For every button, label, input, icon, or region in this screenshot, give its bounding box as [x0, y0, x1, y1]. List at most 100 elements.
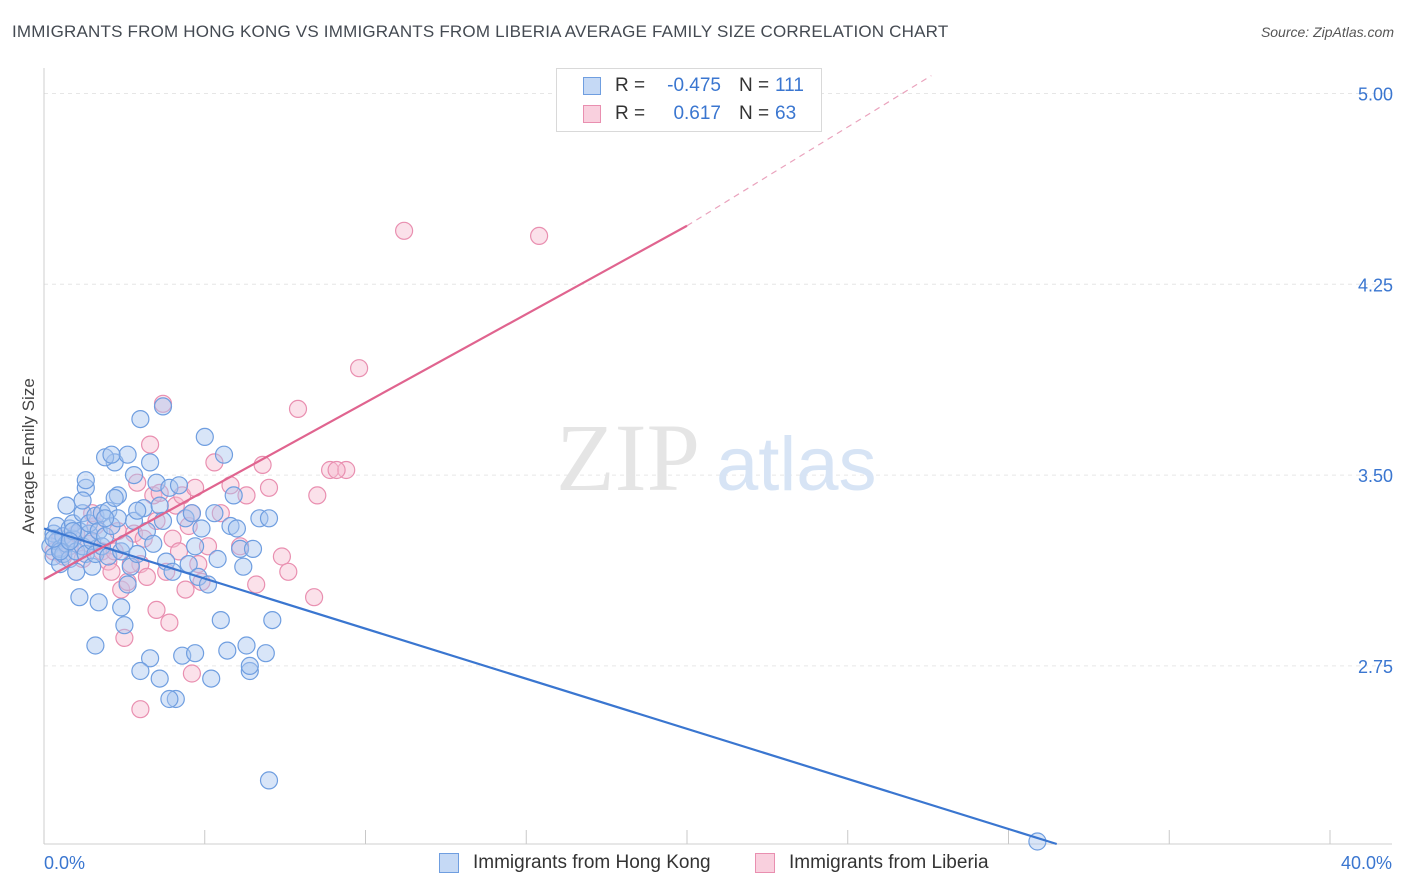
point-liberia: [337, 460, 356, 480]
point-liberia: [529, 226, 549, 245]
point-hong-kong: [141, 649, 160, 668]
point-hong-kong: [118, 575, 137, 594]
point-hong-kong: [118, 445, 137, 464]
point-hong-kong: [166, 689, 185, 709]
point-liberia: [279, 562, 298, 581]
point-liberia: [272, 547, 291, 566]
point-hong-kong: [259, 771, 279, 790]
point-liberia: [189, 554, 208, 574]
point-hong-kong: [73, 491, 92, 510]
point-hong-kong: [115, 616, 134, 635]
axes-layer: [43, 68, 1392, 845]
point-hong-kong: [263, 610, 282, 630]
point-hong-kong: [144, 534, 163, 553]
point-hong-kong: [256, 644, 275, 663]
point-hong-kong: [186, 537, 205, 556]
watermark: ZIP atlas: [556, 404, 877, 511]
series-hong-kong-points: [41, 397, 1047, 851]
point-liberia: [131, 700, 150, 719]
point-hong-kong: [124, 466, 144, 485]
point-hong-kong: [86, 636, 105, 655]
point-liberia: [327, 460, 346, 480]
legend-item-hong-kong[interactable]: Immigrants from Hong Kong: [439, 852, 711, 874]
legend-swatch-pink: [755, 853, 775, 873]
point-hong-kong: [240, 661, 259, 681]
point-liberia: [198, 537, 218, 556]
point-hong-kong: [79, 514, 99, 533]
point-liberia: [247, 575, 266, 594]
x-tick-label-max: 40.0%: [1340, 853, 1392, 873]
watermark-atlas: atlas: [716, 422, 877, 507]
point-hong-kong: [169, 476, 189, 495]
point-liberia: [259, 478, 279, 497]
legend-n-value: 63: [775, 103, 797, 124]
legend-n-label: N =: [739, 103, 770, 124]
point-liberia: [211, 504, 230, 523]
point-hong-kong: [192, 519, 211, 538]
legend-row-hong-kong: R = -0.475 N = 111: [583, 73, 804, 99]
point-liberia: [237, 486, 256, 505]
point-liberia: [115, 628, 134, 648]
point-liberia: [305, 588, 324, 607]
trendline-liberia-extension: [686, 75, 932, 227]
chart-title: IMMIGRANTS FROM HONG KONG VS IMMIGRANTS …: [12, 22, 949, 41]
point-hong-kong: [224, 486, 243, 505]
point-hong-kong: [250, 509, 269, 528]
source-label[interactable]: Source: ZipAtlas.com: [1260, 24, 1394, 40]
grid-layer: [44, 92, 1392, 667]
series-legend: Immigrants from Hong Kong Immigrants fro…: [0, 852, 1406, 876]
point-liberia: [102, 562, 121, 581]
point-hong-kong: [202, 669, 221, 688]
legend-n-label: N =: [739, 75, 770, 96]
point-hong-kong: [240, 656, 259, 676]
point-liberia: [141, 435, 160, 454]
point-hong-kong: [112, 598, 131, 617]
legend-swatch-blue: [439, 853, 459, 873]
point-hong-kong: [150, 496, 169, 515]
point-hong-kong: [95, 509, 115, 528]
y-tick-label: 3.50: [1358, 466, 1393, 486]
watermark-zip: ZIP: [556, 404, 700, 511]
point-hong-kong: [89, 593, 108, 612]
point-hong-kong: [211, 610, 230, 630]
point-hong-kong: [208, 549, 227, 569]
x-tick-label-min: 0.0%: [44, 853, 86, 873]
point-hong-kong: [102, 445, 121, 464]
legend-label-liberia: Immigrants from Liberia: [789, 852, 989, 873]
point-hong-kong: [70, 588, 89, 607]
point-hong-kong: [218, 641, 237, 660]
point-hong-kong: [131, 410, 150, 429]
point-hong-kong: [243, 539, 263, 559]
point-liberia: [150, 483, 169, 502]
point-liberia: [395, 221, 414, 240]
legend-n-value: 111: [775, 75, 804, 96]
y-axis-label: Average Family Size: [19, 378, 38, 534]
point-liberia: [288, 399, 308, 418]
point-hong-kong: [108, 486, 128, 505]
trendline-liberia: [43, 224, 688, 581]
legend-swatch-blue: [583, 77, 601, 95]
point-liberia: [205, 453, 224, 472]
trendline-hong-kong: [43, 527, 1058, 846]
legend-swatch-pink: [583, 105, 601, 123]
point-hong-kong: [259, 509, 279, 528]
legend-r-value: -0.475: [667, 75, 721, 96]
legend-row-liberia: R = 0.617 N = 63: [583, 101, 796, 127]
point-liberia: [176, 580, 195, 599]
legend-item-liberia[interactable]: Immigrants from Liberia: [755, 852, 989, 874]
legend-r-label: R =: [615, 75, 646, 96]
point-hong-kong: [234, 557, 253, 576]
point-liberia: [350, 359, 369, 378]
point-liberia: [160, 613, 179, 632]
legend-label-hong-kong: Immigrants from Hong Kong: [473, 852, 711, 873]
trend-layer: [43, 75, 1058, 846]
point-hong-kong: [105, 488, 124, 508]
point-hong-kong: [153, 397, 173, 416]
point-hong-kong: [186, 644, 205, 663]
point-liberia: [169, 542, 189, 561]
point-hong-kong: [131, 661, 150, 681]
y-tick-labels: 2.75 3.50 4.25 5.00: [1358, 84, 1393, 676]
y-tick-label: 5.00: [1358, 84, 1393, 104]
point-hong-kong: [205, 504, 224, 523]
